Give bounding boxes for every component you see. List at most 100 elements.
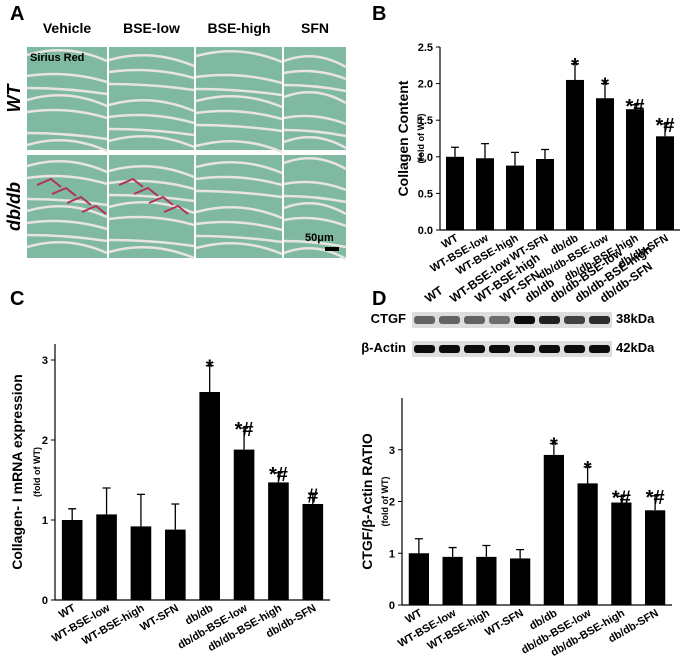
tissue-gap	[195, 109, 283, 121]
error-bar	[205, 364, 214, 392]
stain-label: Sirius Red	[30, 52, 84, 64]
blot-band	[464, 316, 485, 324]
blot-band	[414, 316, 435, 324]
error-bar	[571, 63, 579, 80]
tissue-gap	[195, 49, 283, 64]
tissue-gap	[26, 159, 108, 174]
bar	[446, 156, 464, 230]
panel-label: C	[10, 288, 24, 310]
blot-band	[539, 316, 560, 324]
blot-background	[412, 341, 612, 357]
x-tick-label: WT-SFN	[483, 607, 526, 638]
blot-band	[439, 316, 460, 324]
significance-mark: *	[584, 458, 592, 480]
bar	[656, 136, 674, 230]
collagen-stain	[66, 195, 92, 206]
bar	[596, 98, 614, 231]
blot-band	[439, 345, 460, 353]
tissue-gap	[283, 216, 347, 228]
tissue-gap	[195, 175, 283, 187]
tissue-gap	[108, 245, 195, 260]
y-tick-label: 2.5	[418, 42, 433, 54]
x-tick-label: WT	[404, 607, 425, 626]
tissue-gap	[195, 139, 283, 154]
error-bar	[481, 142, 489, 159]
tissue-gap	[108, 98, 195, 113]
blot-band	[514, 345, 535, 353]
collagen-stain	[163, 204, 189, 215]
tissue-gap	[26, 86, 108, 96]
error-bar	[549, 442, 558, 455]
y-axis-sublabel: (fold of WT)	[416, 114, 426, 164]
bar	[510, 558, 531, 605]
tissue-gap	[26, 72, 108, 84]
tissue-gap	[195, 94, 283, 109]
significance-mark: *#	[269, 464, 288, 486]
tissue-gap	[283, 157, 347, 171]
tissue-gap	[283, 239, 347, 249]
tissue-gap	[195, 87, 283, 97]
y-tick-label: 2.0	[418, 79, 433, 91]
bar	[506, 165, 524, 230]
bar	[566, 79, 584, 230]
error-bar	[448, 546, 457, 557]
blot-band	[489, 316, 510, 324]
tissue-gap	[108, 238, 195, 248]
protein-size: 42kDa	[616, 340, 655, 355]
bar	[268, 482, 289, 600]
collagen-stain	[148, 195, 174, 206]
y-axis-label: Collagen Content	[395, 80, 411, 196]
bar	[130, 526, 152, 600]
bar	[408, 553, 429, 605]
tissue-gap	[26, 108, 108, 120]
significance-mark: *	[571, 55, 579, 77]
significance-mark: *#	[656, 115, 675, 137]
collagen-stain	[51, 186, 77, 197]
bar	[165, 529, 186, 600]
tissue-gap	[108, 164, 195, 179]
y-tick-label: 1.5	[418, 115, 433, 127]
bar	[543, 454, 564, 605]
error-bar	[651, 495, 660, 511]
tissue-gap	[283, 194, 347, 204]
error-bar	[482, 544, 491, 557]
tissue-gap	[283, 69, 347, 81]
significance-mark: *#	[626, 96, 645, 118]
y-axis-label: CTGF/β-Actin RATIO	[359, 433, 375, 570]
bar	[536, 158, 554, 230]
y-tick-label: 2	[389, 497, 395, 509]
tissue-gap	[26, 48, 108, 63]
error-bar	[511, 151, 519, 166]
y-tick-label: 0	[42, 595, 48, 607]
tissue-gap	[283, 83, 347, 93]
tissue-gap	[108, 179, 195, 191]
y-tick-label: 0.0	[418, 225, 433, 237]
lane-label: WT	[422, 283, 446, 306]
significance-mark: *	[601, 75, 609, 97]
tissue-gap	[195, 189, 283, 199]
tissue-gap	[26, 204, 108, 219]
error-bar	[601, 82, 609, 99]
y-tick-label: 1	[389, 548, 395, 560]
bar	[476, 556, 497, 605]
tissue-gap	[108, 82, 195, 92]
tissue-gap	[283, 114, 347, 126]
protein-label: CTGF	[371, 311, 406, 326]
y-tick-label: 2	[42, 435, 48, 447]
tissue-gap	[195, 241, 283, 256]
tissue-gap	[195, 205, 283, 220]
y-tick-label: 1	[42, 515, 48, 527]
error-bar	[541, 148, 549, 159]
error-bar	[661, 123, 669, 137]
y-tick-label: 0.5	[418, 188, 433, 200]
blot-band	[539, 345, 560, 353]
error-bar	[240, 427, 249, 450]
error-bar	[583, 466, 592, 484]
tissue-gap	[108, 193, 195, 203]
collagen-stain	[133, 186, 159, 197]
significance-mark: *#	[646, 487, 665, 509]
significance-mark: *	[550, 435, 558, 457]
tissue-gap	[283, 91, 347, 105]
tissue-gap	[283, 55, 347, 69]
